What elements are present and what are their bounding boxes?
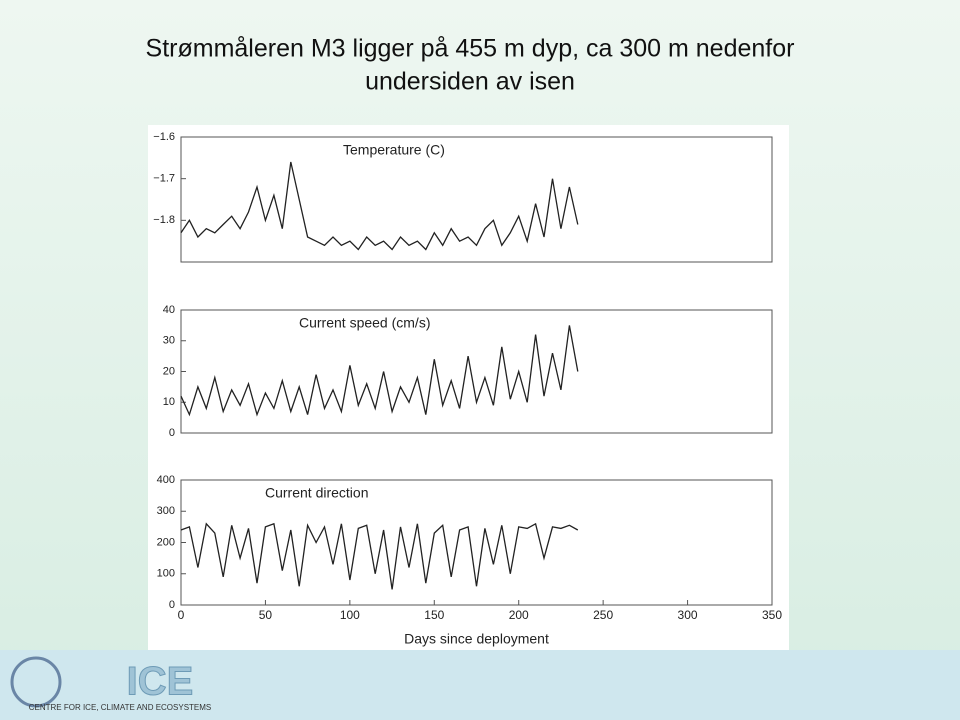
x-tick-label: 100 xyxy=(340,608,360,622)
figure xyxy=(148,125,789,650)
footer-text: CENTRE FOR ICE, CLIMATE AND ECOSYSTEMS xyxy=(29,703,212,712)
logo: ICE xyxy=(127,660,194,704)
panel-label: Temperature (C) xyxy=(343,142,445,158)
slide-title: Strømmåleren M3 ligger på 455 m dyp, ca … xyxy=(146,35,795,63)
y-tick-label: −1.6 xyxy=(153,131,175,143)
data-line xyxy=(180,325,579,417)
y-tick-label: −1.7 xyxy=(153,173,175,185)
charts: −1.6 −1.7 −1.8 Temperature (C) 0 10 20 30 40 Curr… xyxy=(153,131,782,647)
slide-title: undersiden av isen xyxy=(365,68,575,96)
panel-label: Current speed (cm/s) xyxy=(299,315,430,331)
x-tick-label: 150 xyxy=(424,608,444,622)
footer-band xyxy=(0,650,960,720)
y-tick-label: 100 xyxy=(157,568,175,580)
x-tick-label: 350 xyxy=(762,608,782,622)
y-tick-label: −1.8 xyxy=(153,214,175,226)
y-tick-label: 20 xyxy=(163,365,175,377)
x-tick-label: 250 xyxy=(593,608,613,622)
y-tick-label: 30 xyxy=(163,335,175,347)
x-tick-label: 0 xyxy=(178,608,185,622)
y-tick-label: 10 xyxy=(163,396,175,408)
y-tick-label: 200 xyxy=(157,536,175,548)
panel-label: Current direction xyxy=(265,485,369,501)
plot-frame xyxy=(180,136,773,263)
y-tick-label: 40 xyxy=(163,304,175,316)
y-tick-label: 0 xyxy=(169,599,175,611)
y-tick-label: 300 xyxy=(157,505,175,517)
x-axis-label: Days since deployment xyxy=(404,631,549,647)
logo-seal xyxy=(10,656,62,708)
data-line xyxy=(180,161,579,251)
x-tick-label: 300 xyxy=(678,608,698,622)
y-tick-label: 400 xyxy=(157,474,175,486)
x-tick-label: 50 xyxy=(259,608,273,622)
y-tick-label: 0 xyxy=(169,427,175,439)
data-line xyxy=(180,522,579,590)
x-tick-label: 200 xyxy=(509,608,529,622)
